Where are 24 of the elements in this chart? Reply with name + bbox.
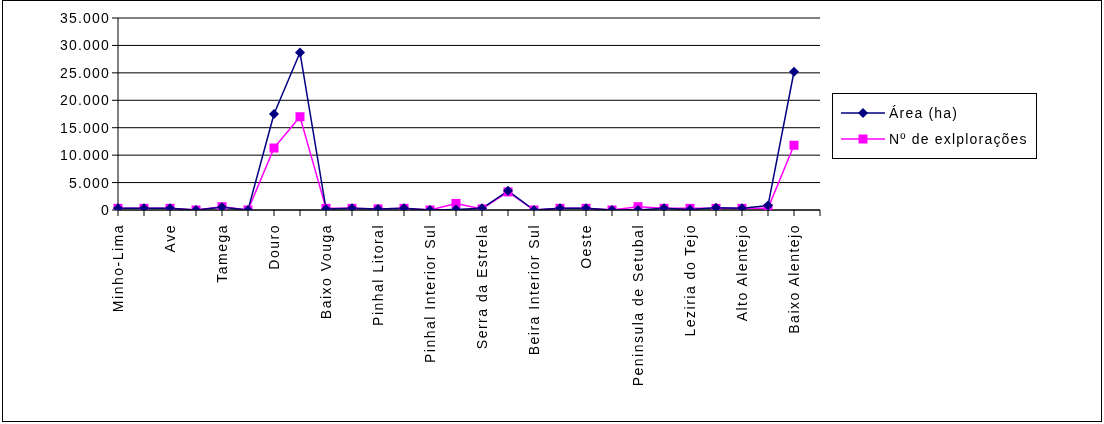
y-tick-label: 0 bbox=[101, 201, 110, 218]
x-tick-label: Beira Interior Sul bbox=[526, 224, 542, 356]
x-tick-label: Leziria do Tejo bbox=[682, 224, 698, 337]
y-tick-label: 35.000 bbox=[59, 9, 110, 26]
x-tick-label: Minho-Lima bbox=[110, 224, 126, 313]
x-tick-label: Douro bbox=[266, 224, 282, 270]
x-tick-label: Tamega bbox=[214, 224, 230, 283]
x-tick-label: Peninsula de Setubal bbox=[630, 224, 646, 387]
y-tick-label: 5.000 bbox=[68, 174, 110, 191]
y-tick-label: 15.000 bbox=[59, 119, 110, 136]
x-tick-label: Serra da Estrela bbox=[474, 224, 490, 350]
y-tick-label: 30.000 bbox=[59, 37, 110, 54]
x-tick-label: Pinhal Interior Sul bbox=[422, 224, 438, 364]
x-tick-label: Ave bbox=[162, 224, 178, 253]
x-tick-label: Pinhal Litoral bbox=[370, 224, 386, 326]
x-tick-label: Baixo Vouga bbox=[318, 224, 334, 320]
y-tick-label: 10.000 bbox=[59, 147, 110, 164]
y-tick-label: 25.000 bbox=[59, 64, 110, 81]
x-tick-label: Alto Alentejo bbox=[734, 224, 750, 322]
legend-label: Área (ha) bbox=[889, 105, 959, 121]
x-tick-label: Baixo Alentejo bbox=[786, 224, 802, 334]
x-tick-label: Oeste bbox=[578, 224, 594, 269]
y-tick-label: 20.000 bbox=[59, 92, 110, 109]
legend-label: Nº de exlplorações bbox=[889, 131, 1028, 147]
